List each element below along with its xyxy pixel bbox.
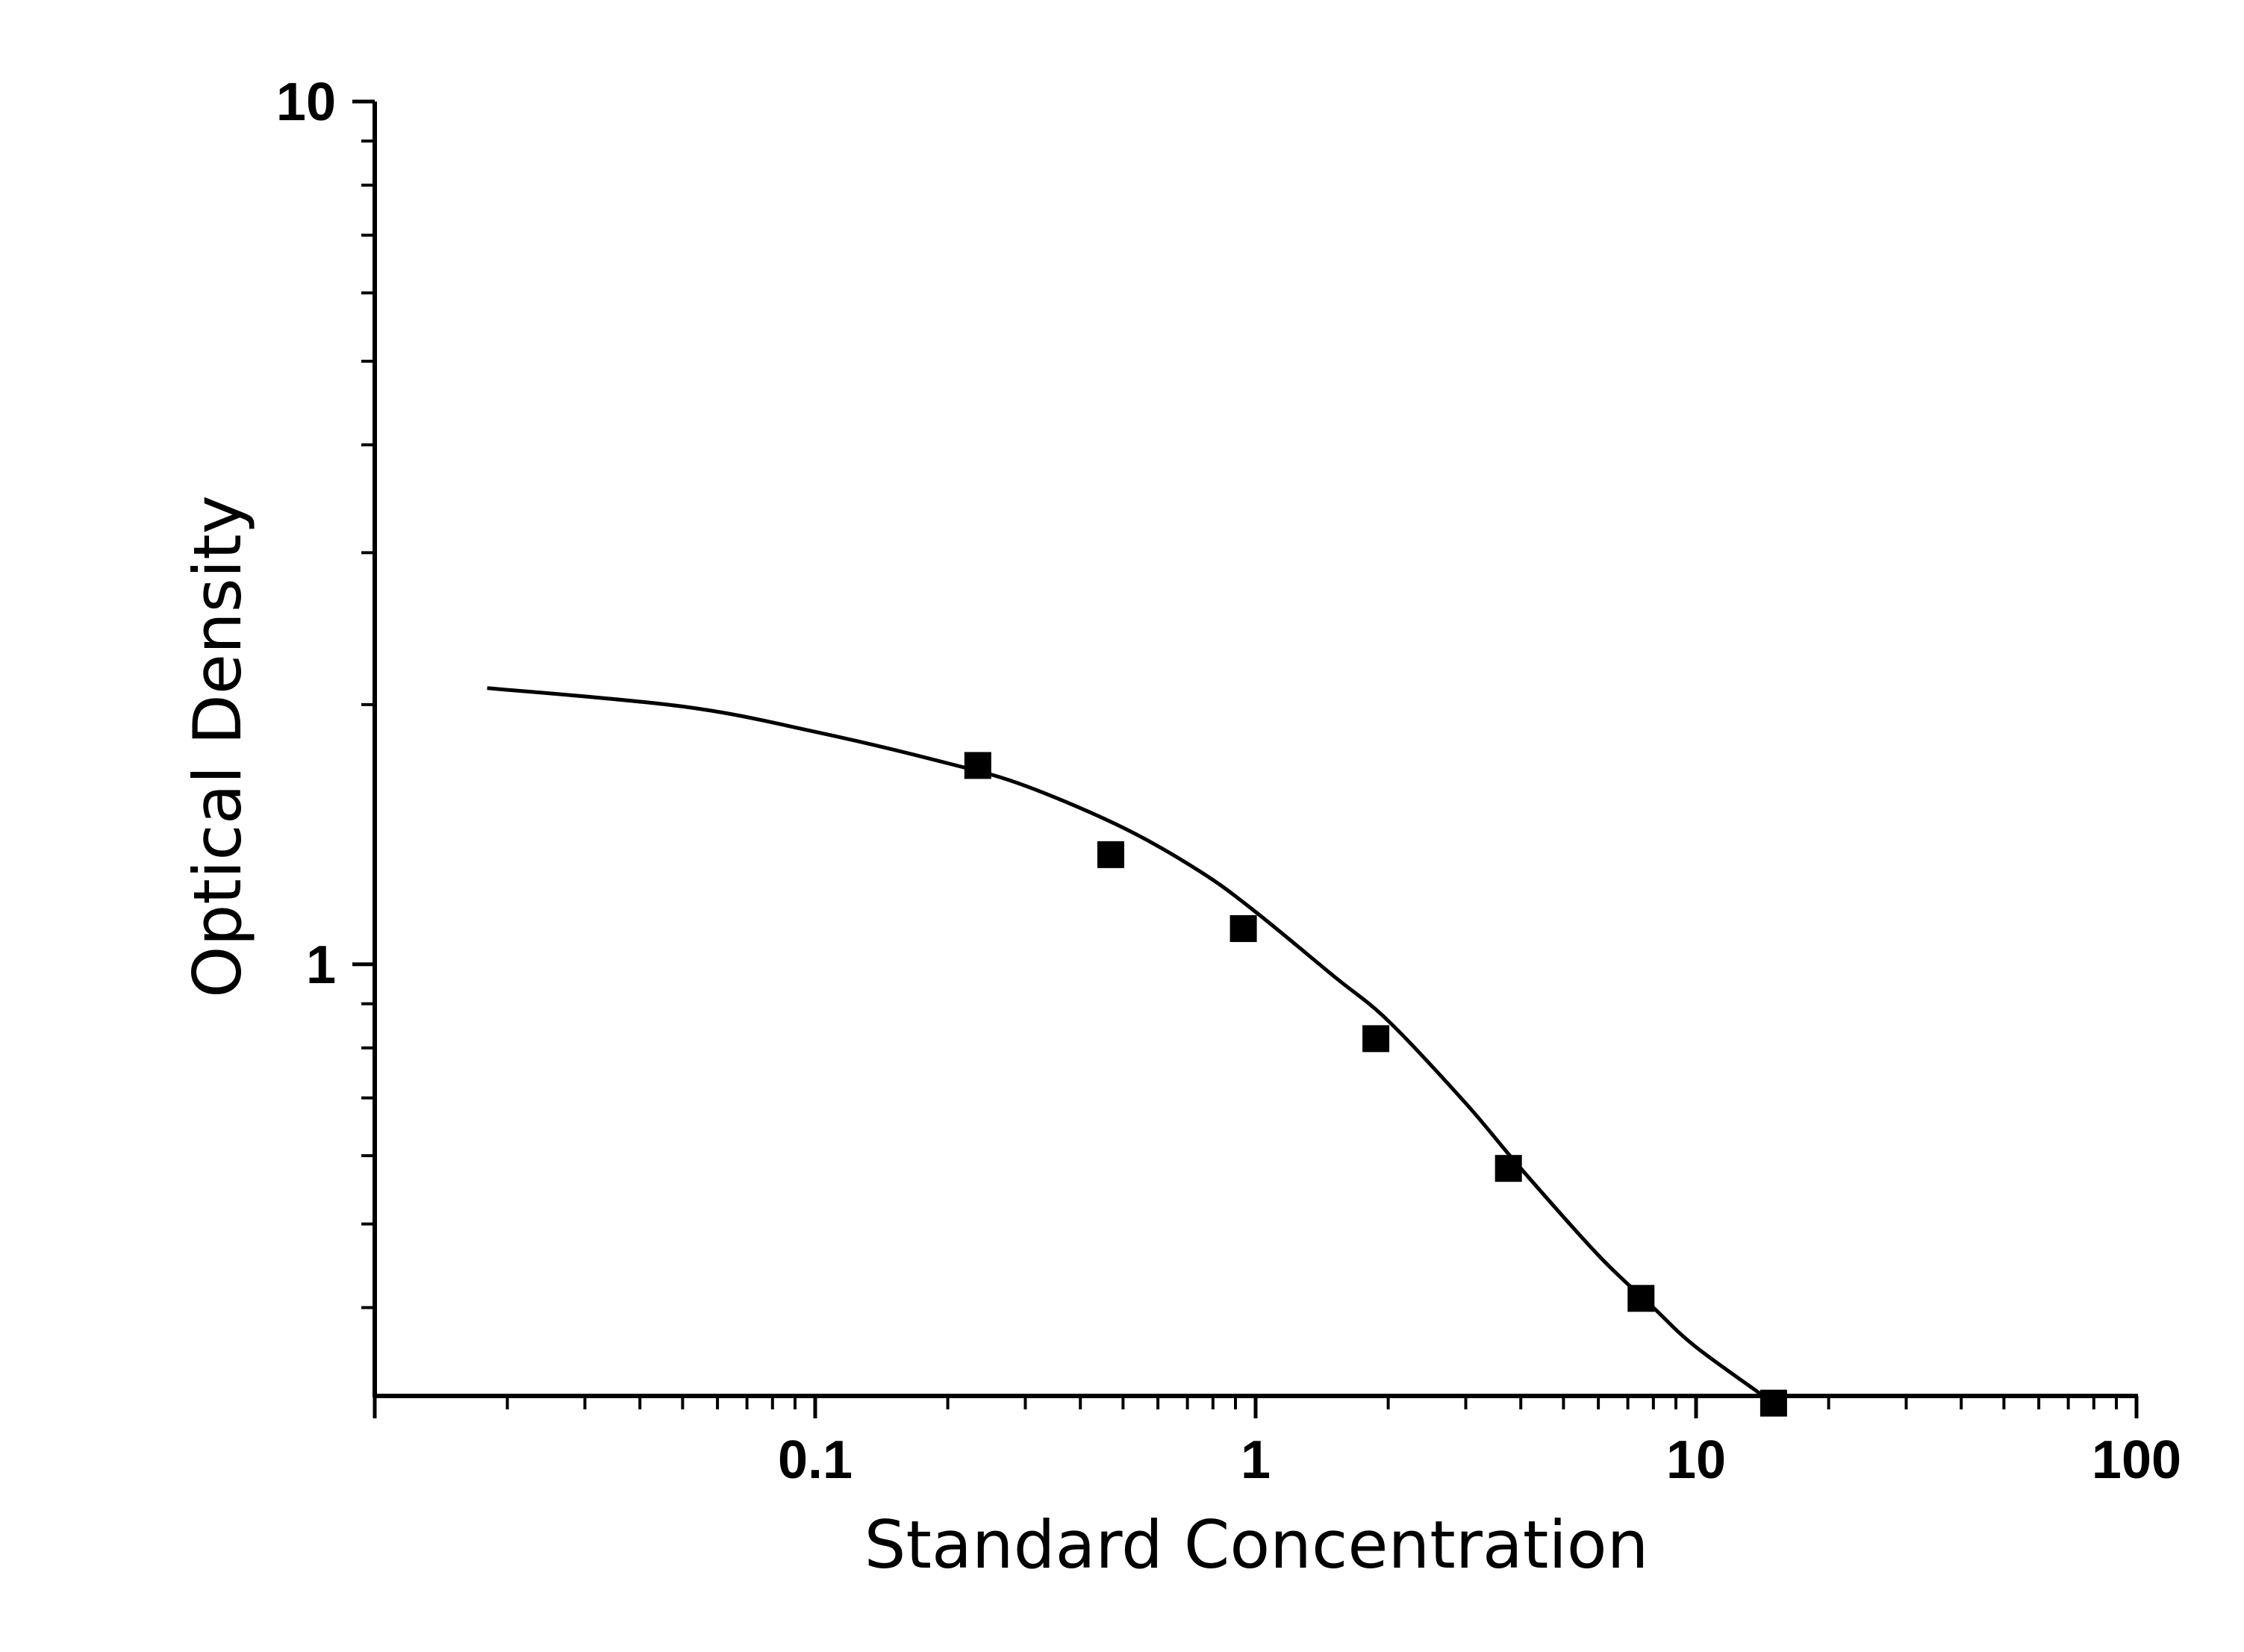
- tick-labels: 0.1 1 10 100 1 10: [276, 72, 2181, 1490]
- data-point: [1495, 1155, 1522, 1182]
- data-point: [1627, 1285, 1655, 1312]
- data-point: [964, 752, 991, 779]
- x-tick-label: 1: [1241, 1430, 1271, 1490]
- y-axis-title: Optical Density: [179, 495, 256, 997]
- data-point: [1097, 841, 1124, 868]
- fit-curve: [487, 686, 1775, 1405]
- axes: [373, 102, 2138, 1398]
- x-tick-label: 10: [1666, 1430, 1726, 1490]
- data-point: [1362, 1025, 1390, 1053]
- x-tick-label: 0.1: [778, 1430, 853, 1490]
- ticks: [352, 99, 2139, 1418]
- y-tick-label: 10: [276, 72, 336, 132]
- x-axis-title: Standard Concentration: [864, 1506, 1649, 1583]
- x-tick-label: 100: [2092, 1430, 2181, 1490]
- y-tick-label: 1: [306, 935, 336, 995]
- data-points: [964, 752, 1787, 1417]
- data-point: [1760, 1389, 1787, 1417]
- data-point: [1229, 914, 1257, 942]
